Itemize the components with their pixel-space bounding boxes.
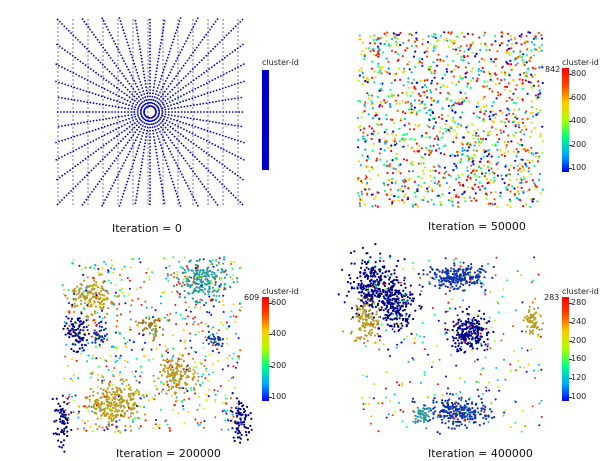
colorbar-tick-label: 800 — [571, 69, 587, 78]
colorbar-tick-label: 100 — [571, 163, 587, 172]
colorbar-tick-label: 400 — [571, 116, 587, 125]
caption-iteration-50000: Iteration = 50000 — [428, 220, 526, 233]
colorbar-tick-mark — [269, 397, 272, 398]
colorbar-max-label: 842 — [545, 65, 561, 74]
colorbar-tick-label: 600 — [571, 92, 587, 102]
colorbar-tick-label: 200 — [571, 139, 587, 149]
colorbar-tick-label: 600 — [271, 298, 287, 307]
colorbar-max-label: 283 — [544, 293, 560, 302]
scatter-iteration-50000 — [356, 31, 544, 208]
colorbar-tick-label: 200 — [571, 335, 587, 345]
colorbar-tick-label: 100 — [271, 392, 287, 401]
colorbar-tick-label: 240 — [571, 316, 587, 326]
colorbar-tick-label: 120 — [571, 373, 587, 383]
colorbar-tick-label: 100 — [571, 392, 587, 401]
colorbar-tick-label: 280 — [571, 298, 587, 307]
caption-iteration-0: Iteration = 0 — [112, 222, 182, 235]
colorbar-title: cluster-id — [262, 287, 299, 296]
colorbar-bar — [262, 297, 269, 401]
scatter-iteration-0 — [55, 17, 245, 207]
colorbar-tick-mark — [569, 74, 572, 75]
caption-iteration-400000: Iteration = 400000 — [428, 447, 533, 460]
colorbar-tick-mark — [569, 378, 572, 380]
colorbar-title: cluster-id — [562, 287, 599, 296]
colorbar-tick-mark — [569, 340, 572, 342]
colorbar-tick-label: 200 — [271, 360, 287, 370]
colorbar-tick-mark — [269, 334, 272, 336]
panel-iteration-0: cluster-id Iteration = 0 — [0, 0, 300, 235]
colorbar-bar — [562, 297, 569, 401]
colorbar-tick-mark — [569, 168, 572, 169]
colorbar-tick-mark — [569, 321, 572, 323]
panel-iteration-50000: cluster-id 842 800 600 400 200 100 Iteration… — [300, 0, 600, 235]
colorbar-bar — [562, 68, 569, 172]
colorbar-tick-mark — [269, 365, 272, 367]
scatter-iteration-400000 — [337, 243, 545, 435]
panel-iteration-200000: cluster-id 609 600 400 200 100 Iteration = … — [0, 235, 300, 461]
colorbar-tick-mark — [569, 359, 572, 361]
colorbar-title: cluster-id — [562, 58, 599, 67]
scatter-iteration-200000 — [51, 256, 253, 453]
colorbar-max-label: 609 — [244, 293, 260, 302]
colorbar-title: cluster-id — [262, 58, 299, 67]
colorbar-tick-label: 160 — [571, 354, 587, 364]
colorbar-bar — [262, 70, 269, 170]
panel-iteration-400000: cluster-id 283 280 240 200 160 120 100 Iterat… — [300, 235, 600, 461]
caption-iteration-200000: Iteration = 200000 — [116, 447, 221, 460]
colorbar-tick-mark — [569, 144, 572, 146]
colorbar-tick-label: 400 — [271, 329, 287, 339]
colorbar-tick-mark — [569, 121, 572, 122]
colorbar-tick-mark — [269, 303, 272, 304]
colorbar-tick-mark — [569, 397, 572, 398]
colorbar-tick-mark — [569, 303, 572, 304]
colorbar-tick-mark — [569, 97, 572, 99]
